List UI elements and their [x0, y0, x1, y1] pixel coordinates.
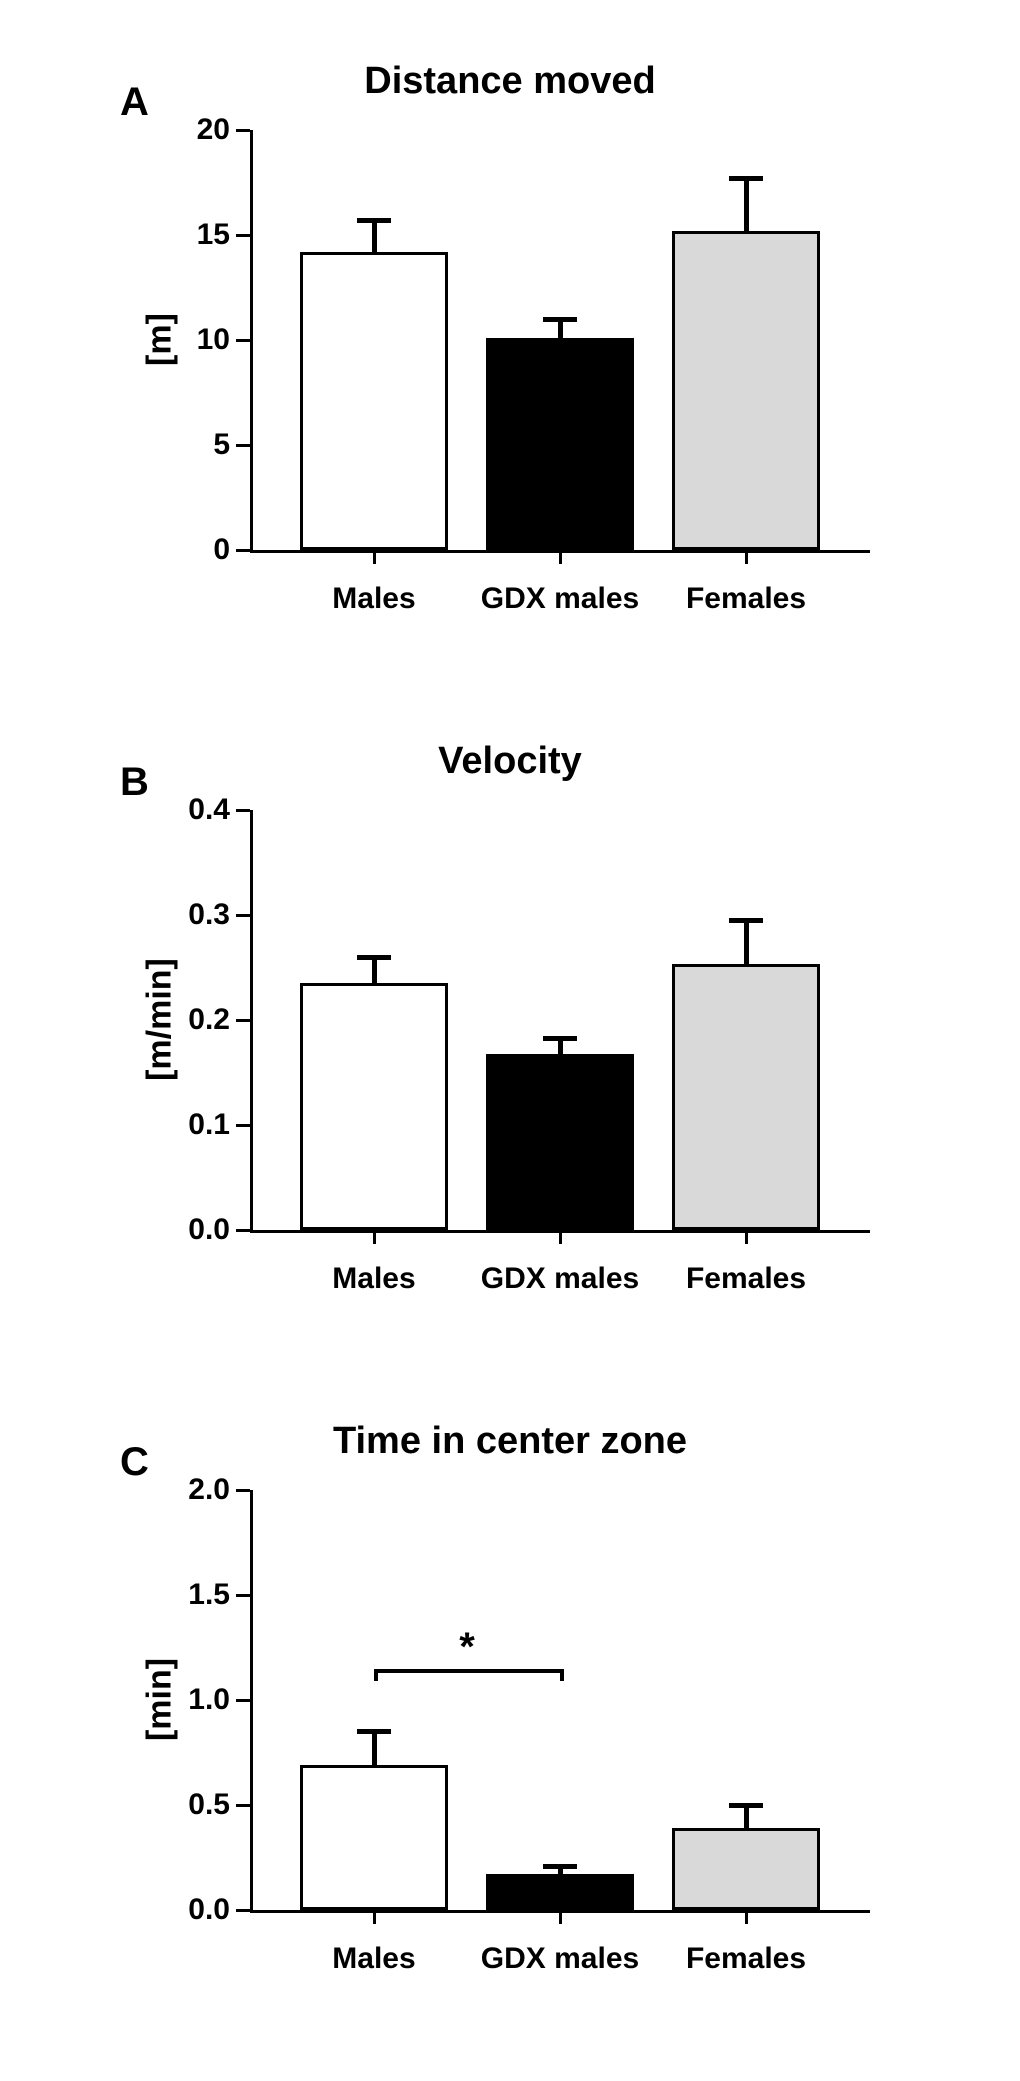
errorbar-stem: [744, 176, 749, 231]
sig-bracket-vertical: [374, 1669, 378, 1682]
x-tick: [559, 1230, 562, 1244]
errorbar-cap: [357, 218, 391, 223]
x-tick: [559, 550, 562, 564]
errorbar-cap: [543, 317, 577, 322]
y-axis: [250, 1490, 253, 1910]
y-tick-label: 0.5: [150, 1788, 230, 1822]
errorbar-cap: [729, 918, 763, 923]
bar: [300, 983, 449, 1230]
figure: Distance movedA[m]05101520MalesGDX males…: [0, 0, 1020, 2081]
errorbar-cap: [729, 1803, 763, 1808]
bar: [486, 338, 635, 550]
y-tick: [236, 914, 250, 917]
y-tick: [236, 444, 250, 447]
y-tick-label: 5: [150, 428, 230, 462]
x-tick: [373, 1230, 376, 1244]
x-tick: [745, 1230, 748, 1244]
y-tick-label: 0: [150, 533, 230, 567]
bar: [300, 1765, 449, 1910]
errorbar-cap: [729, 176, 763, 181]
x-tick: [373, 550, 376, 564]
panel-C: Time in center zoneC[min]0.00.51.01.52.0…: [0, 1420, 1020, 2040]
y-tick: [236, 129, 250, 132]
x-tick: [559, 1910, 562, 1924]
panel-A: Distance movedA[m]05101520MalesGDX males…: [0, 60, 1020, 680]
errorbar-stem: [372, 1729, 377, 1765]
y-tick-label: 2.0: [150, 1473, 230, 1507]
panel-letter: A: [120, 80, 149, 125]
y-tick: [236, 1124, 250, 1127]
y-tick-label: 0.0: [150, 1213, 230, 1247]
x-category-label: Females: [636, 1942, 856, 1976]
y-axis: [250, 810, 253, 1230]
panel-B: VelocityB[m/min]0.00.10.20.30.4MalesGDX …: [0, 740, 1020, 1360]
y-tick: [236, 1909, 250, 1912]
panel-title: Velocity: [0, 740, 1020, 783]
y-tick: [236, 234, 250, 237]
bar: [486, 1054, 635, 1230]
x-tick: [745, 1910, 748, 1924]
y-tick-label: 0.3: [150, 898, 230, 932]
y-tick-label: 1.0: [150, 1683, 230, 1717]
y-tick-label: 15: [150, 218, 230, 252]
y-tick: [236, 1594, 250, 1597]
errorbar-cap: [357, 955, 391, 960]
x-category-label: Females: [636, 1262, 856, 1296]
y-tick: [236, 1699, 250, 1702]
bar: [486, 1874, 635, 1910]
y-tick: [236, 339, 250, 342]
x-tick: [745, 550, 748, 564]
y-tick: [236, 1804, 250, 1807]
sig-star: *: [437, 1625, 497, 1670]
y-tick-label: 0.4: [150, 793, 230, 827]
y-tick-label: 10: [150, 323, 230, 357]
panel-title: Distance moved: [0, 60, 1020, 103]
y-tick-label: 1.5: [150, 1578, 230, 1612]
sig-bracket-vertical: [560, 1669, 564, 1682]
bar: [672, 231, 821, 550]
y-tick: [236, 1019, 250, 1022]
errorbar-cap: [357, 1729, 391, 1734]
panel-title: Time in center zone: [0, 1420, 1020, 1463]
errorbar-stem: [744, 918, 749, 964]
errorbar-stem: [372, 218, 377, 252]
x-category-label: Females: [636, 582, 856, 616]
y-tick-label: 0.2: [150, 1003, 230, 1037]
panel-letter: B: [120, 760, 149, 805]
y-tick: [236, 1229, 250, 1232]
y-tick: [236, 809, 250, 812]
y-tick: [236, 1489, 250, 1492]
x-tick: [373, 1910, 376, 1924]
y-tick-label: 0.0: [150, 1893, 230, 1927]
y-tick-label: 20: [150, 113, 230, 147]
panel-letter: C: [120, 1440, 149, 1485]
y-tick: [236, 549, 250, 552]
bar: [300, 252, 449, 550]
bar: [672, 1828, 821, 1910]
y-tick-label: 0.1: [150, 1108, 230, 1142]
bar: [672, 964, 821, 1230]
y-axis: [250, 130, 253, 550]
errorbar-cap: [543, 1036, 577, 1041]
errorbar-cap: [543, 1864, 577, 1869]
